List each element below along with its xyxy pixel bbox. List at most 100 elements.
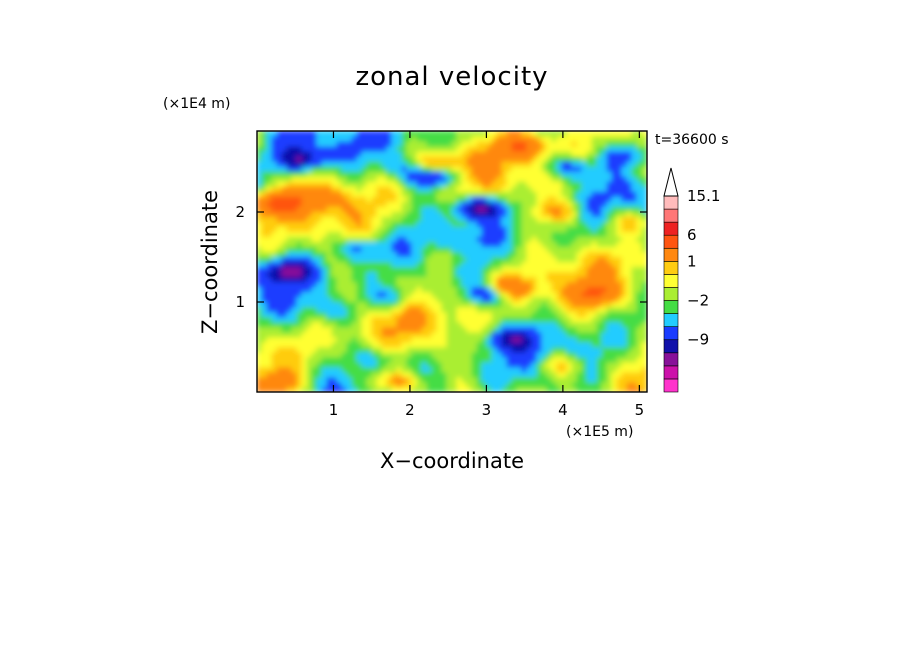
field-cell	[461, 255, 468, 262]
field-cell	[331, 361, 338, 368]
field-cell	[486, 336, 493, 343]
field-cell	[581, 316, 588, 323]
field-cell	[371, 351, 378, 358]
field-cell	[276, 321, 283, 328]
field-cell	[476, 245, 483, 252]
field-cell	[271, 225, 278, 232]
field-cell	[526, 346, 533, 353]
field-cell	[536, 205, 543, 212]
field-cell	[511, 261, 518, 268]
field-cell	[276, 250, 283, 257]
field-cell	[451, 150, 458, 157]
field-cell	[526, 235, 533, 242]
colorbar-label: 15.1	[687, 187, 720, 205]
field-cell	[356, 331, 363, 338]
field-cell	[396, 215, 403, 222]
field-cell	[561, 296, 568, 303]
field-cell	[411, 230, 418, 237]
field-cell	[551, 296, 558, 303]
field-cell	[326, 155, 333, 162]
field-cell	[431, 250, 438, 257]
field-cell	[346, 336, 353, 343]
field-cell	[531, 261, 538, 268]
field-cell	[401, 266, 408, 273]
field-cell	[396, 210, 403, 217]
field-cell	[271, 235, 278, 242]
field-cell	[501, 376, 508, 383]
field-cell	[406, 250, 413, 257]
field-cell	[336, 160, 343, 167]
field-cell	[426, 371, 433, 378]
field-cell	[556, 225, 563, 232]
field-cell	[361, 155, 368, 162]
field-cell	[581, 190, 588, 197]
field-cell	[381, 195, 388, 202]
field-cell	[271, 326, 278, 333]
field-cell	[486, 261, 493, 268]
field-cell	[481, 356, 488, 363]
field-cell	[416, 240, 423, 247]
field-cell	[261, 175, 268, 182]
field-cell	[331, 356, 338, 363]
field-cell	[386, 361, 393, 368]
field-cell	[356, 346, 363, 353]
field-cell	[626, 376, 633, 383]
field-cell	[336, 230, 343, 237]
field-cell	[466, 160, 473, 167]
field-cell	[531, 200, 538, 207]
field-cell	[516, 381, 523, 388]
field-cell	[351, 160, 358, 167]
field-cell	[306, 271, 313, 278]
field-cell	[257, 331, 263, 338]
field-cell	[561, 351, 568, 358]
field-cell	[446, 235, 453, 242]
field-cell	[371, 321, 378, 328]
field-cell	[336, 135, 343, 142]
field-cell	[326, 255, 333, 262]
field-cell	[456, 145, 463, 152]
field-cell	[601, 170, 608, 177]
field-cell	[536, 281, 543, 288]
field-cell	[616, 276, 623, 283]
field-cell	[566, 180, 573, 187]
field-cell	[481, 341, 488, 348]
field-cell	[571, 190, 578, 197]
field-cell	[581, 261, 588, 268]
field-cell	[416, 220, 423, 227]
field-cell	[391, 301, 398, 308]
field-cell	[446, 301, 453, 308]
field-cell	[391, 356, 398, 363]
field-cell	[631, 240, 638, 247]
field-cell	[311, 131, 318, 137]
field-cell	[571, 276, 578, 283]
field-cell	[541, 225, 548, 232]
field-cell	[436, 306, 443, 313]
field-cell	[396, 311, 403, 318]
field-cell	[336, 140, 343, 147]
field-cell	[386, 326, 393, 333]
field-cell	[636, 341, 643, 348]
field-cell	[606, 255, 613, 262]
field-cell	[461, 346, 468, 353]
field-cell	[616, 185, 623, 192]
field-cell	[306, 180, 313, 187]
field-cell	[601, 281, 608, 288]
field-cell	[336, 175, 343, 182]
field-cell	[456, 351, 463, 358]
field-cell	[541, 190, 548, 197]
field-cell	[541, 306, 548, 313]
field-cell	[546, 150, 553, 157]
field-cell	[491, 160, 498, 167]
field-cell	[481, 200, 488, 207]
field-cell	[516, 281, 523, 288]
field-cell	[566, 271, 573, 278]
field-cell	[641, 135, 647, 142]
field-cell	[456, 200, 463, 207]
field-cell	[311, 150, 318, 157]
field-cell	[296, 225, 303, 232]
field-cell	[641, 366, 647, 373]
field-cell	[606, 190, 613, 197]
field-cell	[536, 210, 543, 217]
field-cell	[501, 185, 508, 192]
field-cell	[436, 281, 443, 288]
